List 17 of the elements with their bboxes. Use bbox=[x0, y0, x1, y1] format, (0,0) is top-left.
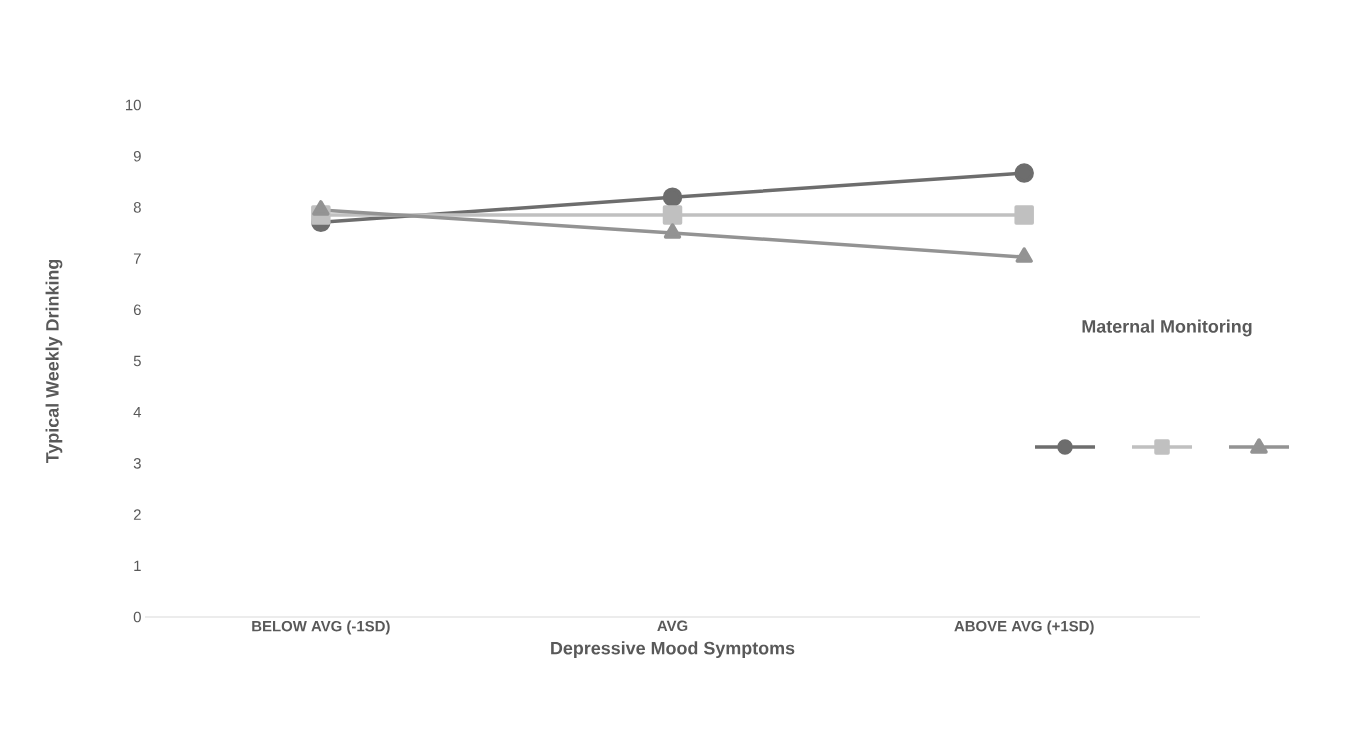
y-tick-label: 2 bbox=[133, 509, 141, 520]
x-tick-label: ABOVE AVG (+1SD) bbox=[954, 620, 1094, 635]
y-axis-title: Typical Weekly Drinking bbox=[45, 259, 63, 464]
x-tick-label: AVG bbox=[657, 620, 688, 632]
y-tick-label: 0 bbox=[133, 611, 141, 623]
y-tick-label: 6 bbox=[133, 304, 141, 316]
y-tick-label: 10 bbox=[126, 99, 141, 111]
y-tick-label: 9 bbox=[133, 150, 141, 162]
y-tick-label: 4 bbox=[133, 407, 142, 418]
y-tick-label: 3 bbox=[133, 458, 141, 469]
y-tick-label: 7 bbox=[133, 253, 141, 264]
legend-title: Maternal Monitoring bbox=[1082, 319, 1252, 337]
y-tick-label: 8 bbox=[133, 202, 141, 213]
x-tick-label: BELOW AVG (-1SD) bbox=[252, 620, 390, 635]
x-axis-title: Depressive Mood Symptoms bbox=[551, 641, 795, 658]
y-tick-label: 5 bbox=[133, 355, 141, 367]
y-tick-label: 1 bbox=[134, 560, 141, 571]
